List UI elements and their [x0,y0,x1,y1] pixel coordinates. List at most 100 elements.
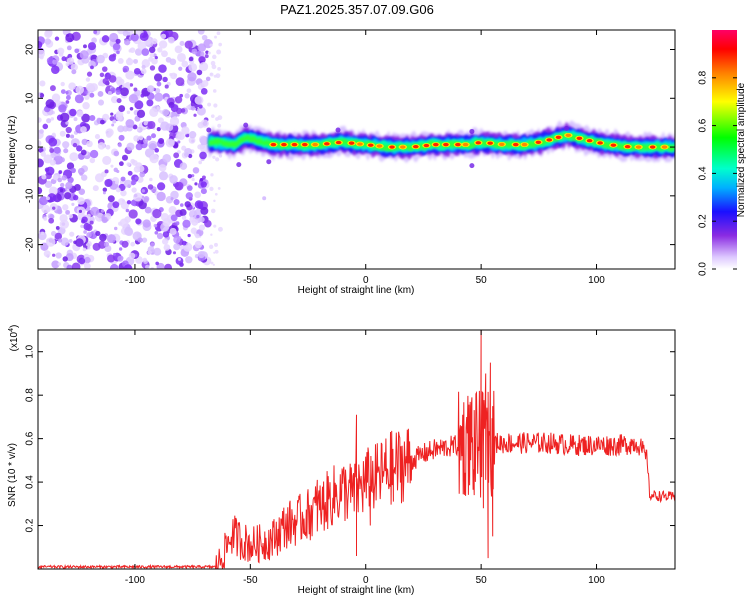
spectrogram-x-tick-label: 50 [476,275,488,286]
noise-blob [81,113,91,123]
noise-blob [115,187,121,193]
noise-blob [213,103,218,108]
noise-blob [150,133,157,139]
noise-blob [112,119,117,124]
noise-blob [201,175,206,180]
noise-blob [118,161,124,167]
spectrogram-y-tick-label: -20 [25,237,36,252]
noise-blob [83,262,91,269]
band-core-red [357,142,363,146]
noise-blob [128,252,136,260]
noise-blob [173,152,180,159]
noise-blob [143,138,149,144]
noise-blob [65,181,73,190]
noise-blob [133,192,143,202]
noise-blob [207,51,211,55]
noise-blob [130,181,136,186]
noise-blob [125,70,135,80]
noise-blob [117,58,124,64]
noise-blob [39,196,49,206]
band-speckle [469,128,475,134]
noise-blob [52,206,56,210]
noise-blob [190,227,198,234]
noise-blob [213,224,217,228]
spectrogram-x-tick-label: -50 [243,275,258,286]
snr-panel: -100 -50 0 50 100 0.2 0.4 0.6 0.8 1.0 Height of … [7,325,676,596]
noise-blob [200,119,209,128]
noise-blob [217,187,221,190]
noise-blob [53,146,61,154]
noise-blob [75,238,84,247]
noise-blob [173,198,180,206]
noise-blob [213,199,216,203]
noise-blob [188,131,197,139]
noise-blob [60,182,65,188]
band-core-red [455,142,461,147]
noise-blob [180,203,184,207]
noise-blob [118,247,123,251]
noise-blob [92,185,99,192]
band-core-red [270,142,277,147]
noise-blob [133,166,141,173]
snr-multiplier-exp: 4 [8,328,15,332]
noise-blob [123,264,133,269]
noise-blob [69,152,79,162]
noise-blob [124,39,131,46]
noise-blob [177,150,181,154]
noise-blob [198,160,203,165]
noise-blob [125,81,131,87]
noise-blob [153,73,163,82]
noise-blob [184,152,189,158]
noise-blob [45,99,55,109]
noise-blob [179,162,188,170]
colorbar-tick-label: 0.0 [698,262,709,276]
noise-blob [110,112,114,116]
snr-x-label: Height of straight line (km) [298,585,415,596]
noise-blob [129,83,134,87]
noise-blob [86,213,91,218]
noise-blob [149,52,155,58]
noise-blob [39,129,44,134]
noise-blob [89,115,96,122]
noise-blob [177,140,181,144]
band-core-red [555,135,562,139]
noise-blob [101,35,110,43]
noise-blob [175,221,180,226]
band-speckle [206,127,212,133]
noise-blob [185,192,193,200]
noise-blob [191,177,195,182]
snr-frame [37,329,676,570]
noise-blob [60,81,65,87]
colorbar-tick-label: 0.4 [698,166,709,180]
noise-blob [205,76,211,82]
snr-y-tick-label: 0.6 [25,431,36,445]
noise-blob [147,121,156,130]
noise-blob [149,65,156,71]
noise-blob [191,174,195,178]
band-speckle [335,127,341,133]
noise-blob [149,107,159,117]
noise-blob [131,159,138,166]
band-core-red [462,142,469,147]
noise-blob [49,159,56,166]
noise-blob [188,62,198,72]
band-core-red [586,139,593,143]
noise-blob [126,162,131,167]
noise-blob [89,157,96,164]
noise-blob [160,33,167,39]
noise-blob [156,191,166,202]
noise-blob [150,242,155,247]
noise-blob [59,112,70,123]
noise-blob [43,250,51,258]
colorbar-gradient [712,30,737,269]
noise-blob [201,34,208,41]
noise-blob [57,209,63,215]
band-speckle [564,126,570,132]
noise-blob [59,219,70,229]
noise-blob [43,216,48,221]
noise-blob [106,234,116,244]
noise-blob [113,252,117,256]
noise-blob [135,143,143,151]
noise-blob [125,119,135,128]
